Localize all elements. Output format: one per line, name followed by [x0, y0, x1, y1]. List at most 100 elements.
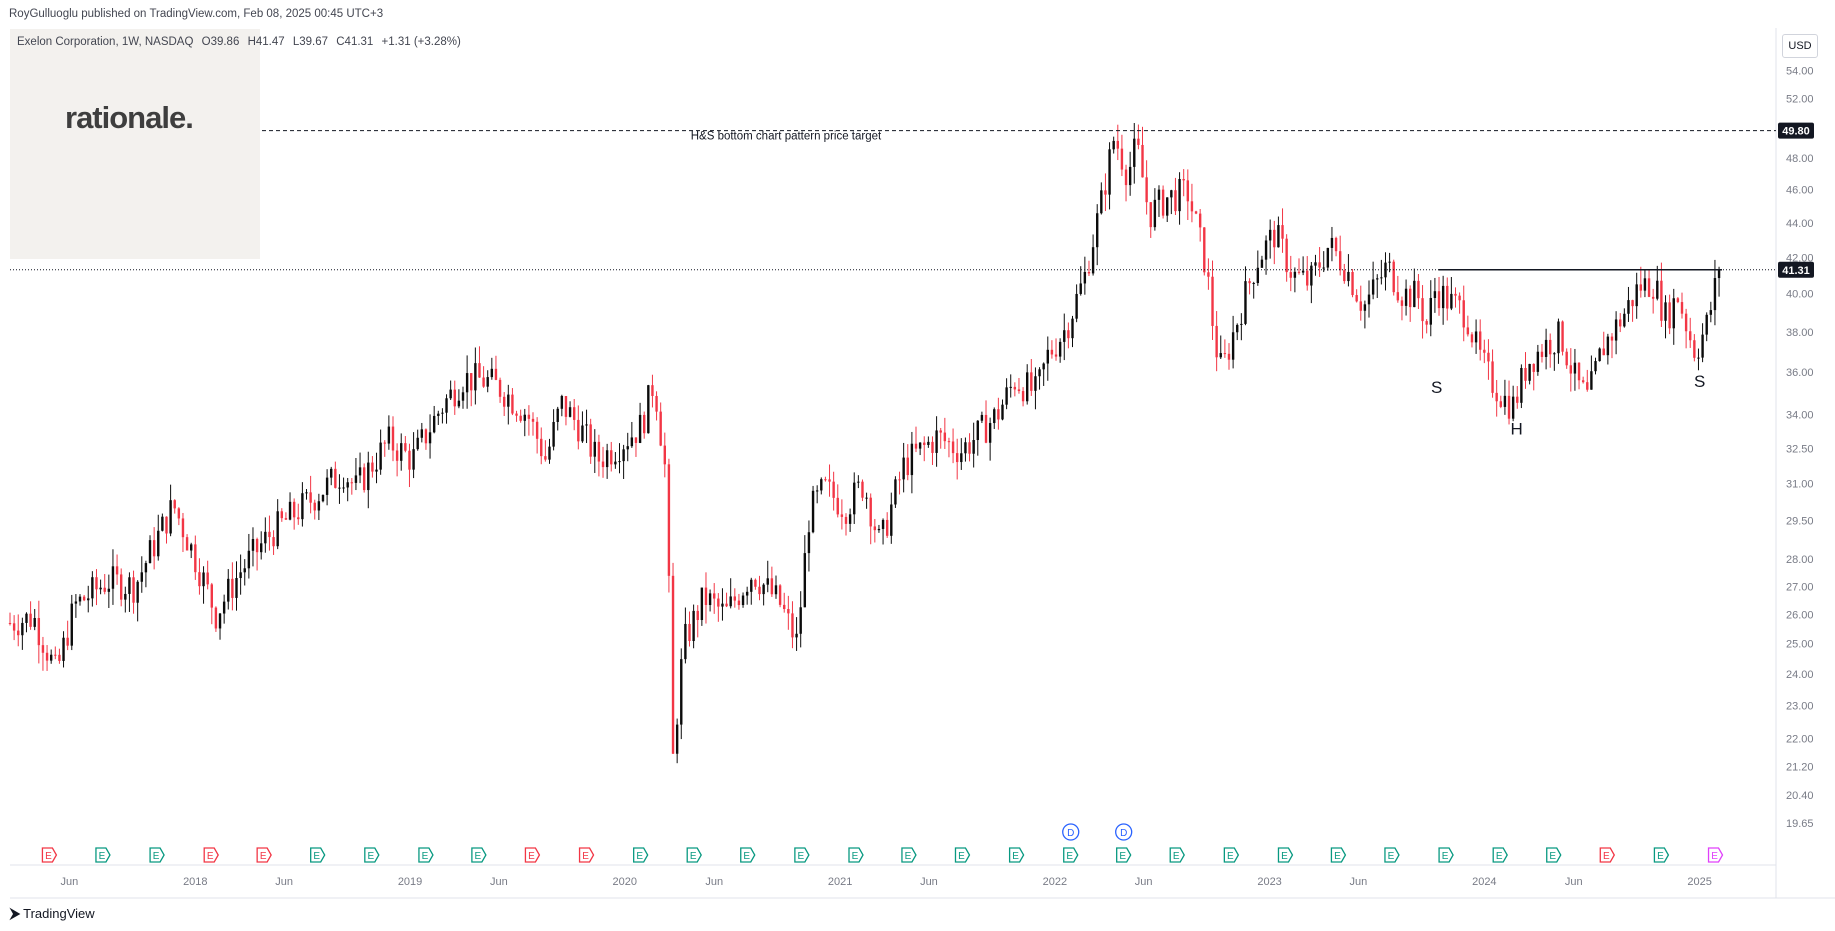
candle-body-up	[107, 588, 111, 592]
candle-body-down	[733, 596, 737, 601]
time-tick-label: Jun	[920, 876, 938, 888]
candle-body-up	[161, 516, 164, 531]
candle-body-up	[49, 654, 53, 661]
candle-body-down	[1207, 272, 1210, 277]
candle-body-down	[1013, 386, 1017, 390]
earnings-icon-label: E	[1066, 851, 1073, 862]
candle-body-up	[1108, 149, 1111, 195]
earnings-icon	[364, 847, 380, 863]
candle-body-down	[1021, 391, 1025, 402]
price-tick-label: 20.40	[1786, 790, 1814, 802]
candle-body-up	[1590, 371, 1593, 390]
candle-body-up	[144, 563, 148, 573]
earnings-icon-label: E	[1603, 851, 1610, 862]
publisher-line: RoyGulluoglu published on TradingView.co…	[9, 8, 384, 20]
candle-body-up	[618, 461, 621, 463]
candle-body-down	[165, 516, 168, 534]
candle-body-down	[754, 579, 757, 587]
candle-body-down	[824, 479, 827, 481]
candle-body-down	[255, 539, 259, 553]
candle-body-up	[647, 385, 650, 434]
candle-body-up	[338, 487, 341, 489]
candle-body-up	[762, 584, 765, 595]
candle-body-up	[124, 593, 127, 600]
tradingview-brand-text: TradingView	[23, 906, 95, 921]
candle-body-down	[597, 441, 601, 462]
price-tick-label: 25.00	[1786, 639, 1814, 651]
candle-body-up	[1474, 331, 1478, 343]
candle-body-up	[21, 622, 24, 636]
earnings-icon	[686, 847, 702, 863]
candle-body-up	[721, 603, 724, 607]
candle-body-down	[1017, 389, 1021, 392]
candle-body-down	[1610, 336, 1614, 341]
candle-body-up	[976, 420, 979, 441]
candle-body-up	[700, 587, 704, 621]
earnings-icon	[740, 847, 756, 863]
candle-body-up	[902, 457, 905, 480]
candle-body-down	[671, 575, 675, 754]
rationale-logo-box: rationale.	[10, 29, 260, 259]
candle-body-up	[1627, 300, 1630, 314]
candle-body-up	[993, 409, 996, 424]
candle-body-down	[12, 623, 16, 631]
candle-body-down	[1425, 321, 1428, 325]
candle-body-up	[622, 449, 625, 462]
candle-body-down	[778, 585, 782, 605]
candle-body-down	[1693, 340, 1696, 358]
candle-body-up	[1256, 267, 1260, 284]
candle-body-up	[568, 407, 572, 417]
candle-body-up	[729, 596, 732, 607]
candle-body-up	[692, 610, 695, 642]
candle-body-down	[758, 586, 761, 595]
candle-body-up	[190, 544, 193, 551]
earnings-icon-label: E	[422, 851, 429, 862]
candle-body-up	[972, 440, 975, 454]
candle-body-down	[1351, 271, 1354, 296]
time-tick-label: Jun	[1565, 876, 1583, 888]
candle-body-down	[424, 429, 428, 444]
candle-body-up	[136, 581, 139, 603]
candle-body-up	[91, 577, 94, 599]
candle-body-down	[181, 518, 185, 538]
earnings-icon	[1330, 847, 1347, 863]
tradingview-footer-logo[interactable]: ⮞ TradingView	[10, 905, 95, 922]
earnings-icon	[1384, 847, 1400, 863]
time-tick-label: Jun	[61, 876, 79, 888]
candle-body-up	[1244, 281, 1247, 324]
candle-body-down	[1174, 190, 1177, 212]
earnings-icon	[310, 847, 326, 863]
earnings-icon	[578, 847, 595, 863]
candle-body-up	[848, 514, 852, 524]
currency-button[interactable]: USD	[1782, 34, 1818, 58]
time-tick-label: 2018	[183, 876, 207, 888]
candle-body-down	[206, 572, 209, 585]
price-tick-label: 34.00	[1786, 410, 1814, 422]
candle-body-up	[239, 572, 242, 579]
time-tick-label: 2019	[398, 876, 422, 888]
price-tick-label: 38.00	[1786, 327, 1814, 339]
candle-body-up	[358, 467, 362, 476]
candle-body-up	[1643, 278, 1647, 291]
candle-body-down	[997, 409, 1000, 420]
candle-body-up	[820, 479, 823, 491]
earnings-icon	[1063, 847, 1079, 863]
candle-body-up	[288, 501, 292, 520]
candle-body-down	[1499, 401, 1502, 407]
candle-body-down	[210, 584, 213, 608]
candle-body-down	[54, 654, 57, 656]
candle-body-up	[33, 618, 36, 627]
price-tick-label: 28.00	[1786, 554, 1814, 566]
earnings-icon-label: E	[1496, 851, 1503, 862]
ticker-legend[interactable]: Exelon Corporation, 1W, NASDAQ O39.86 H4…	[17, 36, 466, 48]
candle-body-up	[1005, 387, 1008, 405]
candle-body-down	[787, 609, 790, 614]
candle-body-down	[482, 377, 485, 387]
earnings-icon-label: E	[475, 851, 482, 862]
candle-body-up	[78, 596, 82, 602]
candle-body-down	[667, 464, 671, 576]
time-tick-label: 2021	[828, 876, 852, 888]
candle-body-down	[1281, 225, 1284, 239]
candle-body-down	[1619, 319, 1622, 327]
